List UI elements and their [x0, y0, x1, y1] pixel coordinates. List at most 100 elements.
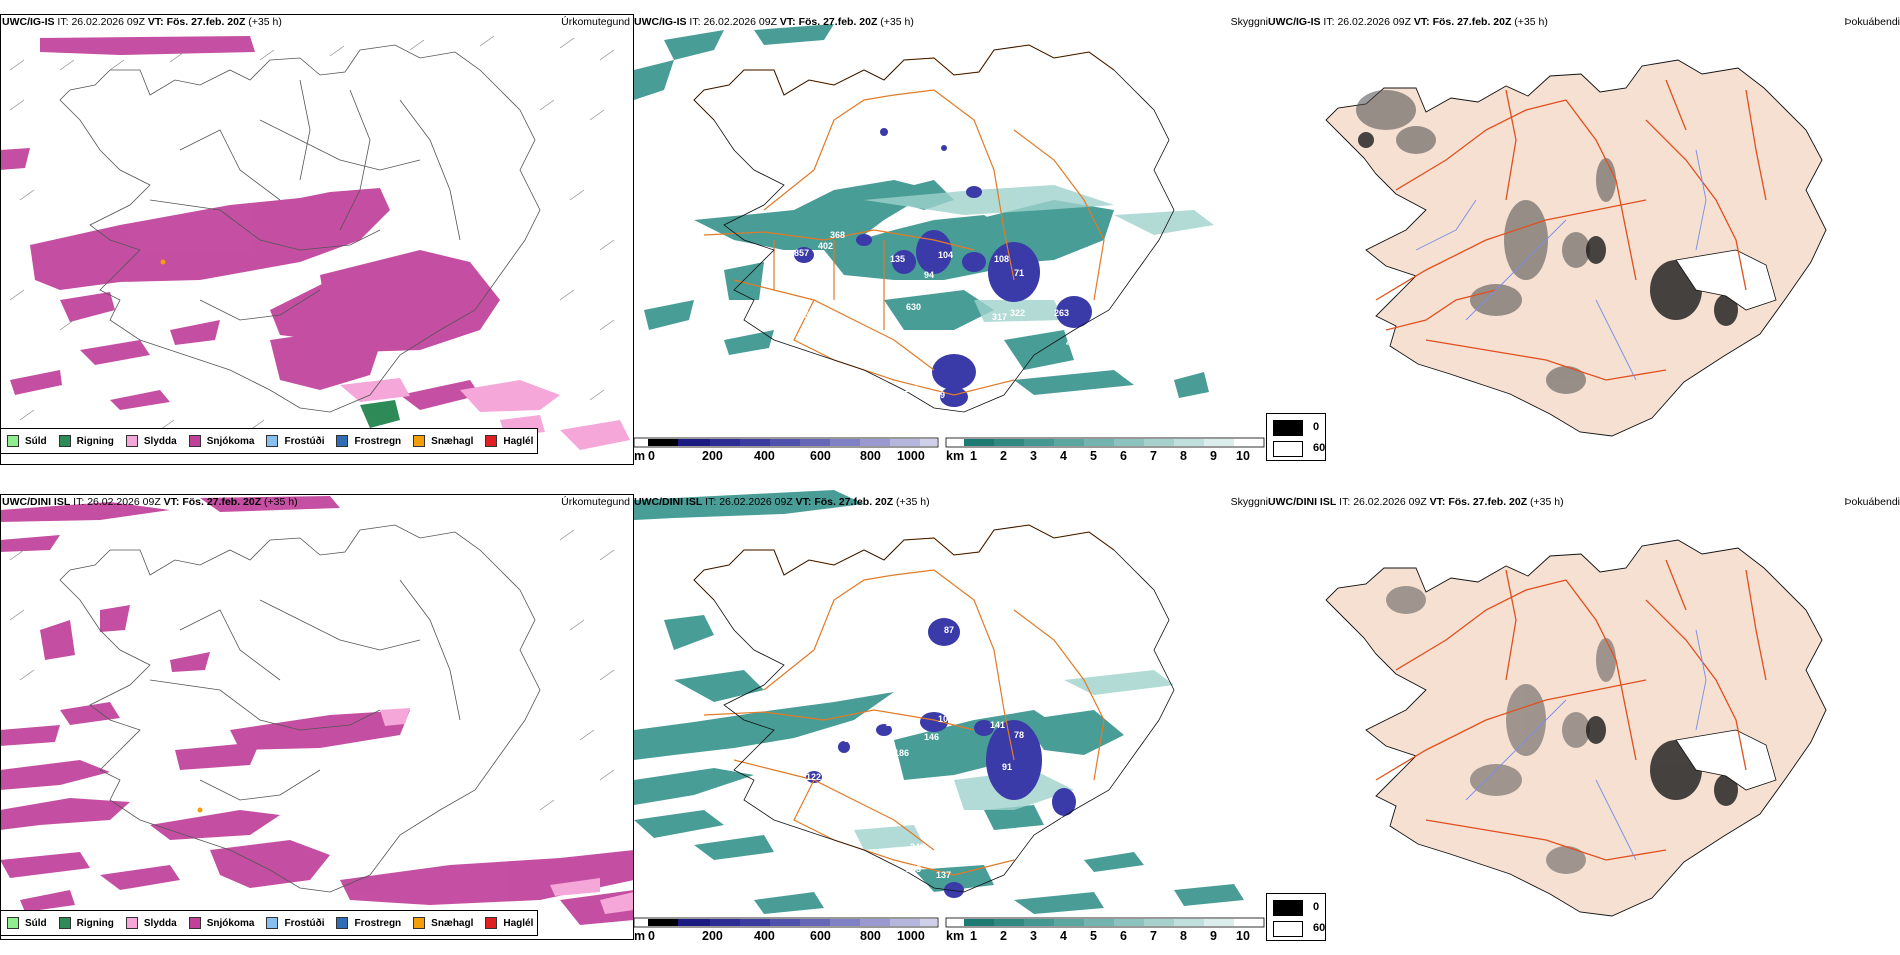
- cloud-base-label: 122: [806, 772, 821, 782]
- vis-tick: 6: [1120, 929, 1127, 943]
- cloud-base-label: 368: [830, 230, 845, 240]
- model-name: UWC/DINI ISL: [2, 496, 71, 508]
- vt-value: Fös. 27.feb. 20Z: [1432, 16, 1512, 28]
- legend-swatch: [7, 917, 19, 929]
- vis-unit: km: [946, 449, 965, 463]
- vis-tick: 8: [1180, 929, 1187, 943]
- legend-swatch: [413, 435, 426, 447]
- model-name: UWC/IG-IS: [1268, 16, 1321, 28]
- height-tick: 0: [648, 449, 655, 463]
- precip-title-2: Úrkomutegund: [561, 496, 630, 508]
- legend-swatch: [58, 917, 71, 929]
- model-name: UWC/DINI ISL: [634, 496, 703, 508]
- vis-tick: 6: [1120, 449, 1127, 463]
- header-1: UWC/IG-IS IT: 26.02.2026 09Z VT: Fös. 27…: [2, 16, 282, 28]
- vt-label: VT:: [779, 16, 796, 28]
- vis-tick: 7: [1150, 929, 1157, 943]
- legend-swatch: [188, 917, 201, 929]
- vis-tick: 1: [970, 929, 977, 943]
- vis-tick: 2: [1000, 929, 1007, 943]
- model-name: UWC/IG-IS: [2, 16, 55, 28]
- cloud-base-label: 53: [864, 730, 874, 740]
- fog-title-2: Þokuábendi: [1844, 496, 1900, 508]
- cloud-base-label: 220: [828, 764, 843, 774]
- legend-swatch: [266, 435, 279, 447]
- precip-map-1: [0, 14, 633, 464]
- header-2: UWC/DINI ISL IT: 26.02.2026 09Z VT: Fös.…: [2, 496, 298, 508]
- legend-swatch: [336, 435, 349, 447]
- vis-tick: 5: [1090, 449, 1097, 463]
- legend-item: Haglél: [485, 917, 533, 929]
- row-dini: UWC/DINI ISL IT: 26.02.2026 09Z VT: Fös.…: [0, 480, 1900, 955]
- fog-value: 60: [1313, 442, 1326, 454]
- fog-map-2: [1325, 539, 1827, 917]
- header-fog-1: UWC/IG-IS IT: 26.02.2026 09Z VT: Fös. 27…: [1268, 16, 1548, 28]
- height-tick: 600: [810, 449, 831, 463]
- legend-label: Snjókoma: [206, 917, 255, 929]
- vt-value: Fös. 27.feb. 20Z: [1448, 496, 1528, 508]
- cloud-labels-1: 368 402 857 56 135 104 108 71 94 630 317…: [704, 230, 1076, 400]
- cloud-title-1: Skyggni: [1230, 16, 1268, 28]
- it-label: IT:: [689, 16, 701, 28]
- fog-value: 60: [1313, 922, 1326, 934]
- cloud-base-label: 70: [868, 716, 878, 726]
- legend-label: Haglél: [503, 435, 534, 447]
- fog-swatch-black: [1273, 420, 1303, 436]
- it-value: 26.02.2026 09Z: [71, 16, 145, 28]
- legend-swatch: [58, 435, 71, 447]
- lead-time: (+35 h): [248, 16, 282, 28]
- cloud-base-label: 630: [906, 302, 921, 312]
- it-value: 26.02.2026 09Z: [87, 496, 161, 508]
- precip-panel-1: UWC/IG-IS IT: 26.02.2026 09Z VT: Fös. 27…: [0, 0, 634, 475]
- legend-item: Frostregn: [336, 917, 401, 929]
- legend-item: Slydda: [125, 435, 177, 447]
- vis-tick: 5: [1090, 929, 1097, 943]
- vis-colorbar-1: [945, 437, 1265, 448]
- cloud-base-label: 45: [1066, 338, 1076, 348]
- legend-label: Súld: [25, 435, 47, 447]
- legend-item: Slydda: [125, 917, 177, 929]
- header-cloud-1: UWC/IG-IS IT: 26.02.2026 09Z VT: Fös. 27…: [634, 16, 914, 28]
- it-value: 26.02.2026 09Z: [1353, 496, 1427, 508]
- it-value: 26.02.2026 09Z: [719, 496, 793, 508]
- vt-value: Fös. 27.feb. 20Z: [798, 16, 878, 28]
- fog-title-1: Þokuábendi: [1844, 16, 1900, 28]
- fog-panel-1: UWC/IG-IS IT: 26.02.2026 09Z VT: Fös. 27…: [1266, 0, 1900, 475]
- legend-swatch: [125, 435, 138, 447]
- vt-label: VT:: [1429, 496, 1446, 508]
- vt-label: VT:: [147, 16, 164, 28]
- cloud-base-label: 104: [938, 250, 953, 260]
- cloud-base-label: 279: [906, 366, 921, 376]
- fog-panel-2: UWC/DINI ISL IT: 26.02.2026 09Z VT: Fös.…: [1266, 480, 1900, 955]
- legend-label: Snjókoma: [206, 435, 255, 447]
- height-unit: m: [634, 929, 646, 943]
- cloud-base-label: 54: [804, 310, 814, 320]
- vis-tick: 10: [1236, 929, 1250, 943]
- legend-label: Súld: [25, 917, 47, 929]
- legend-item: Súld: [7, 917, 47, 929]
- vis-tick: 4: [1060, 929, 1067, 943]
- cloud-base-label: 48: [910, 344, 920, 354]
- cloud-base-label: 165: [850, 756, 865, 766]
- cloud-base-label: 135: [890, 254, 905, 264]
- height-tick: 800: [860, 929, 881, 943]
- fog-swatch-black: [1273, 900, 1303, 916]
- cloud-base-label: 91: [1002, 762, 1012, 772]
- legend-item: Snæhagl: [413, 435, 473, 447]
- precip-legend-2: Súld Rigning Slydda Snjókoma Frostúði Fr…: [0, 910, 538, 936]
- vis-tick: 10: [1236, 449, 1250, 463]
- vis-tick: 9: [1210, 449, 1217, 463]
- vis-unit: km: [946, 929, 965, 943]
- lead-time: (+35 h): [896, 496, 930, 508]
- cloud-base-label: 146: [924, 732, 939, 742]
- legend-label: Snæhagl: [431, 435, 474, 447]
- cloud-base-label: 78: [1014, 730, 1024, 740]
- fog-map-1: [1325, 59, 1827, 437]
- cloud-base-label: 169: [930, 390, 945, 400]
- fog-value: 0: [1313, 421, 1320, 433]
- cloud-map-2: 87 70 230 106 141 78 138 53 146 186 165 …: [634, 490, 1265, 928]
- vis-tick: 3: [1030, 929, 1037, 943]
- legend-label: Frostúði: [284, 435, 325, 447]
- legend-label: Haglél: [503, 917, 534, 929]
- model-name: UWC/IG-IS: [634, 16, 687, 28]
